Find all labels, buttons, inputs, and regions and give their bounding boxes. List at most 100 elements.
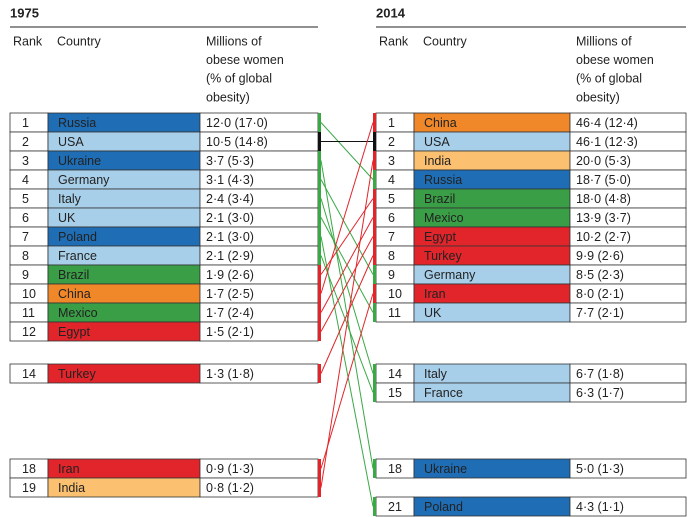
- value: 2·1 (3·0): [206, 211, 254, 225]
- change-bar: [318, 364, 321, 383]
- value: 1·5 (2·1): [206, 325, 254, 339]
- rank-cell: [9, 207, 49, 228]
- rank-cell: [375, 264, 415, 285]
- value: 1·9 (2·6): [206, 268, 254, 282]
- change-bar: [373, 303, 376, 322]
- country: China: [58, 287, 91, 301]
- value: 8·5 (2·3): [576, 268, 624, 282]
- value-cell: [569, 458, 687, 479]
- rank: 18: [22, 462, 36, 476]
- value: 12·0 (17·0): [206, 116, 268, 130]
- value: 13·9 (3·7): [576, 211, 631, 225]
- change-bar: [318, 151, 321, 170]
- panel-title: 1975: [10, 5, 39, 20]
- country: Mexico: [58, 306, 98, 320]
- country: Turkey: [58, 367, 96, 381]
- rank: 6: [388, 211, 395, 225]
- rank: 3: [388, 154, 395, 168]
- country-header: Country: [57, 34, 102, 48]
- country: France: [58, 249, 97, 263]
- country: Italy: [58, 192, 82, 206]
- value: 2·1 (3·0): [206, 230, 254, 244]
- country: UK: [58, 211, 76, 225]
- rank: 14: [22, 367, 36, 381]
- rank: 14: [388, 367, 402, 381]
- rank: 21: [388, 500, 402, 514]
- value: 8·0 (2·1): [576, 287, 624, 301]
- rank: 12: [22, 325, 36, 339]
- value-header: obesity): [576, 90, 620, 104]
- country: USA: [58, 135, 84, 149]
- value: 20·0 (5·3): [576, 154, 631, 168]
- value: 46·1 (12·3): [576, 135, 638, 149]
- change-bar: [318, 227, 321, 246]
- value: 10·2 (2·7): [576, 230, 631, 244]
- country: Russia: [58, 116, 96, 130]
- rank: 4: [22, 173, 29, 187]
- value: 18·0 (4·8): [576, 192, 631, 206]
- value-header: obese women: [576, 53, 654, 67]
- change-bar: [318, 189, 321, 208]
- country: Iran: [424, 287, 446, 301]
- change-bar: [318, 208, 321, 227]
- connector: [320, 160, 374, 488]
- country: France: [424, 386, 463, 400]
- rank: 2: [22, 135, 29, 149]
- rank: 15: [388, 386, 402, 400]
- change-bar: [318, 284, 321, 303]
- country: Russia: [424, 173, 462, 187]
- country: Mexico: [424, 211, 464, 225]
- value: 6·7 (1·8): [576, 367, 624, 381]
- change-bar: [318, 478, 321, 497]
- country: Brazil: [58, 268, 89, 282]
- change-bar: [373, 246, 376, 265]
- country: USA: [424, 135, 450, 149]
- rank: 18: [388, 462, 402, 476]
- change-bar: [373, 227, 376, 246]
- value: 1·7 (2·5): [206, 287, 254, 301]
- country: Italy: [424, 367, 448, 381]
- connector: [320, 179, 374, 275]
- rank: 11: [388, 306, 401, 320]
- value: 0·8 (1·2): [206, 481, 254, 495]
- change-bar: [373, 113, 376, 132]
- change-bar: [373, 132, 376, 151]
- rank-cell: [375, 245, 415, 266]
- rank-cell: [9, 245, 49, 266]
- value-header: Millions of: [576, 34, 632, 48]
- change-bar: [373, 497, 376, 516]
- rank: 11: [22, 306, 35, 320]
- rank-cell: [375, 112, 415, 133]
- rank: 8: [388, 249, 395, 263]
- rank: 8: [22, 249, 29, 263]
- value-cell: [569, 382, 687, 403]
- value-cell: [569, 302, 687, 323]
- panel-title: 2014: [376, 5, 406, 20]
- country: Ukraine: [424, 462, 467, 476]
- rank-cell: [375, 131, 415, 152]
- change-bar: [373, 284, 376, 303]
- rank: 9: [22, 268, 29, 282]
- change-bar: [373, 170, 376, 189]
- value: 46·4 (12·4): [576, 116, 638, 130]
- rank-cell: [375, 169, 415, 190]
- country: India: [424, 154, 451, 168]
- rank-cell: [375, 207, 415, 228]
- change-bar: [318, 322, 321, 341]
- rank-cell: [375, 226, 415, 247]
- connector: [320, 217, 374, 313]
- connector: [320, 236, 374, 507]
- value: 6·3 (1·7): [576, 386, 624, 400]
- value: 2·1 (2·9): [206, 249, 254, 263]
- value-header: obesity): [206, 90, 250, 104]
- country: Poland: [424, 500, 463, 514]
- rank: 3: [22, 154, 29, 168]
- change-bar: [373, 459, 376, 478]
- change-bar: [318, 265, 321, 284]
- change-bar: [373, 151, 376, 170]
- value-cell: [569, 496, 687, 517]
- country: Ukraine: [58, 154, 101, 168]
- rank-cell: [9, 131, 49, 152]
- country: Brazil: [424, 192, 455, 206]
